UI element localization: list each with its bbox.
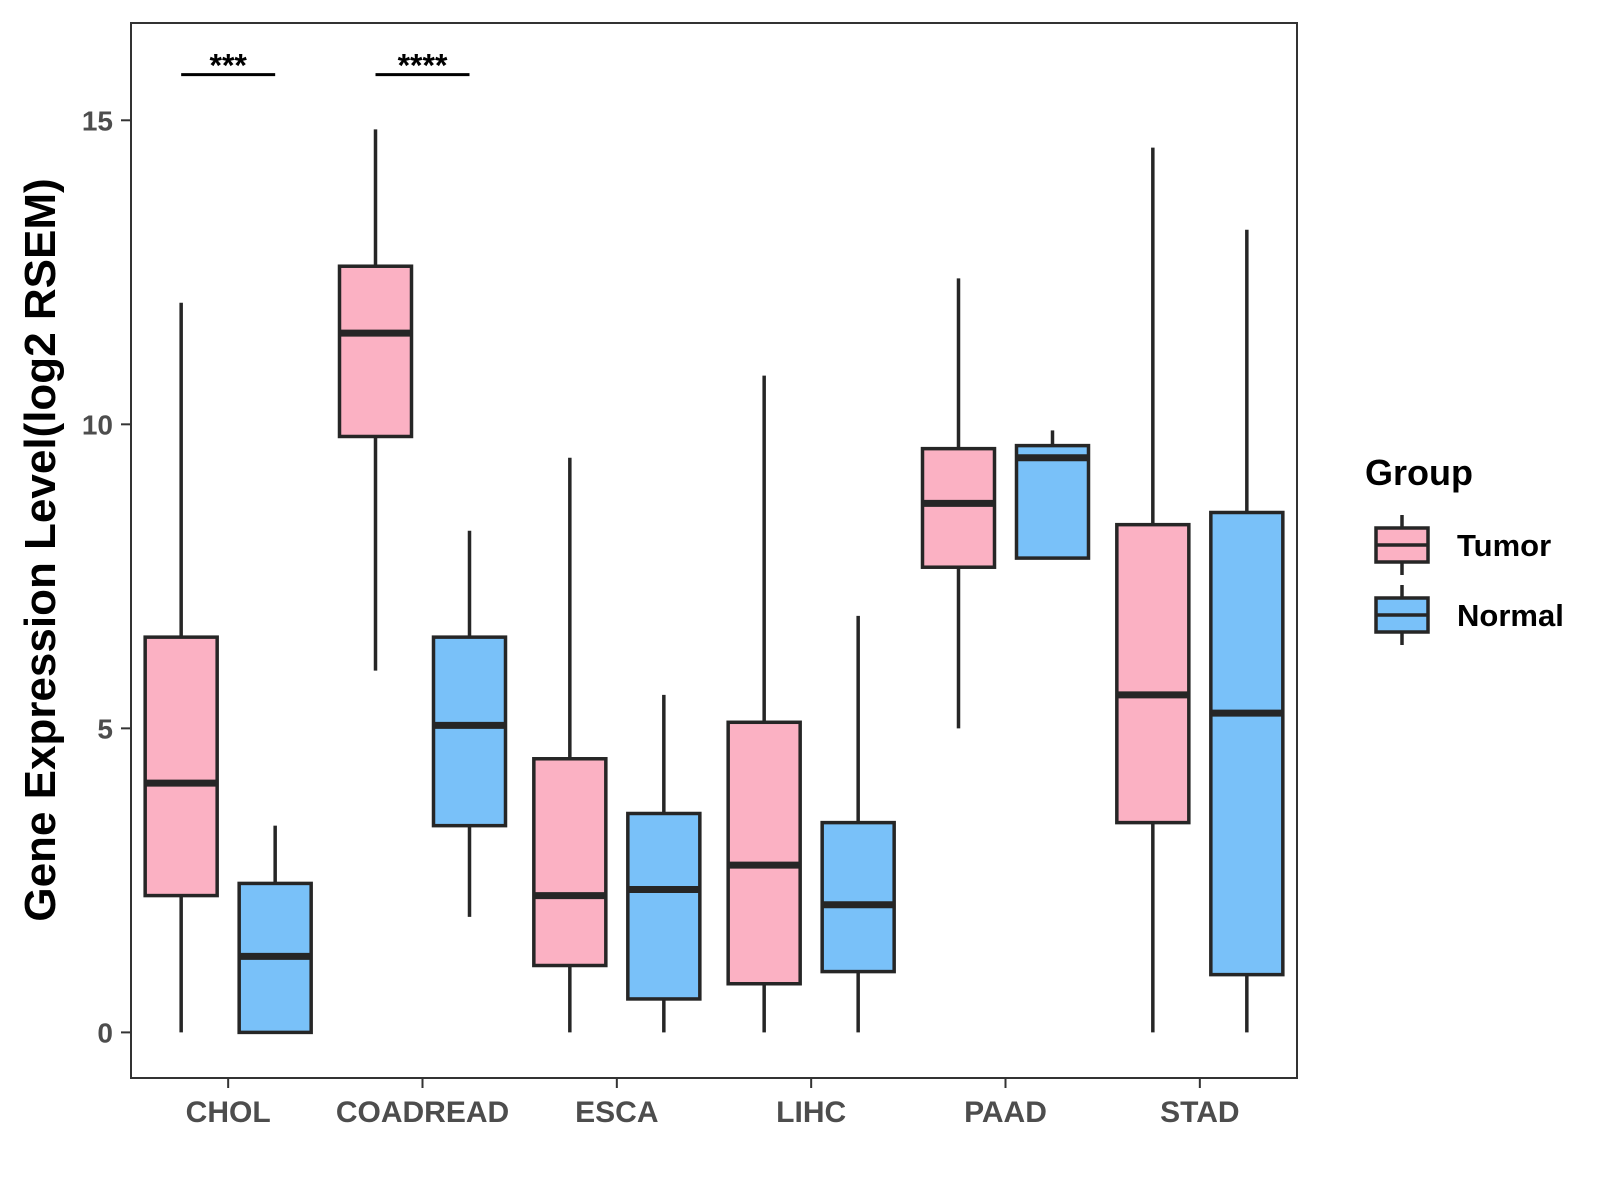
legend-label-normal: Normal: [1457, 598, 1564, 633]
legend: Group Tumor Normal: [1365, 452, 1564, 645]
box-normal-chol: [237, 825, 313, 1035]
boxes-layer: [143, 129, 1285, 1035]
y-tick-label-0: 0: [97, 1017, 113, 1048]
box-tumor-chol: [143, 302, 219, 1033]
box-normal-coadread: [431, 530, 508, 917]
box-body: [820, 820, 896, 974]
legend-entry-normal: Normal: [1374, 585, 1564, 645]
legend-title: Group: [1365, 452, 1473, 493]
y-axis-title: Gene Expression Level(log2 RSEM): [16, 178, 65, 921]
box-tumor-coadread: [337, 129, 414, 671]
box-normal-paad: [1014, 430, 1091, 560]
legend-entry-tumor: Tumor: [1374, 515, 1551, 575]
significance-label: ***: [209, 48, 247, 84]
x-tick-label-paad: PAAD: [964, 1096, 1047, 1129]
plot-panel-border: [130, 22, 1298, 1079]
x-tick-label-stad: STAD: [1160, 1096, 1239, 1129]
box-body: [143, 635, 219, 898]
box-normal-esca: [626, 694, 702, 1033]
box-body: [1115, 522, 1191, 825]
significance-chol: ***: [181, 48, 276, 84]
box-normal-stad: [1209, 229, 1285, 1033]
x-tick-label-coadread: COADREAD: [336, 1096, 509, 1129]
y-tick-label-15: 15: [82, 105, 113, 136]
box-tumor-lihc: [726, 375, 802, 1033]
legend-label-tumor: Tumor: [1457, 528, 1551, 563]
x-tick-label-lihc: LIHC: [776, 1096, 846, 1129]
box-body: [337, 264, 414, 439]
significance-annotations: *** ****: [181, 48, 470, 84]
y-tick-label-10: 10: [82, 409, 113, 440]
box-body: [1209, 510, 1285, 977]
box-body: [532, 757, 608, 968]
box-body: [1014, 443, 1091, 560]
box-tumor-paad: [920, 278, 997, 729]
x-tick-label-esca: ESCA: [575, 1096, 658, 1129]
box-body: [431, 635, 508, 828]
significance-label: ****: [398, 48, 448, 84]
box-body: [920, 446, 997, 569]
y-axis: 0 5 10 15: [82, 105, 131, 1048]
box-body: [726, 720, 802, 986]
x-tick-label-chol: CHOL: [186, 1096, 271, 1129]
box-normal-lihc: [820, 615, 896, 1033]
significance-coadread: ****: [375, 48, 470, 84]
box-body: [626, 811, 702, 1001]
x-axis: CHOL COADREAD ESCA LIHC PAAD STAD: [186, 1078, 1240, 1129]
box-tumor-esca: [532, 457, 608, 1033]
y-tick-label-5: 5: [97, 713, 113, 744]
box-tumor-stad: [1115, 147, 1191, 1033]
